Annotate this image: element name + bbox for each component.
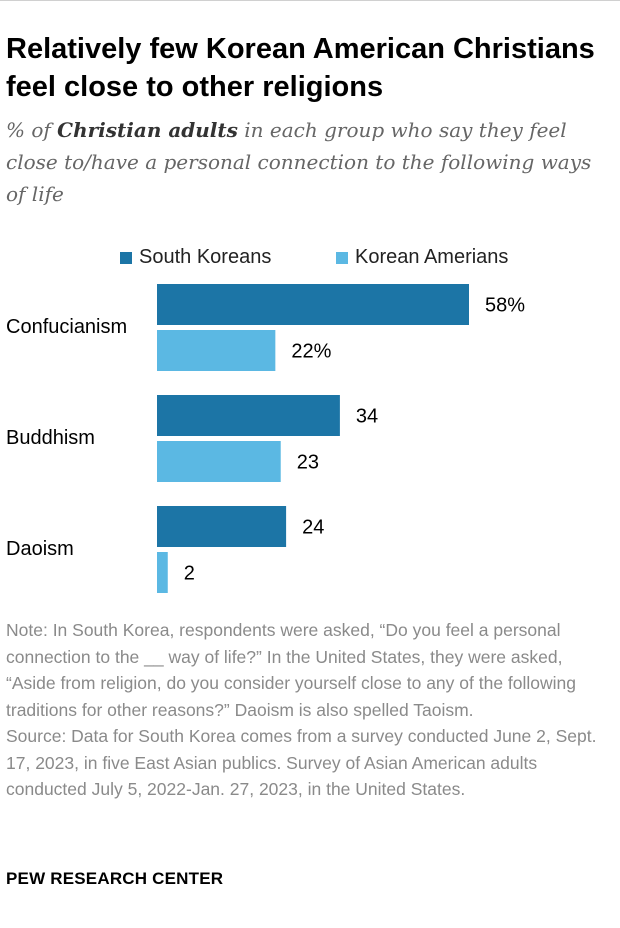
chart-title: Relatively few Korean American Christian… [6,33,595,103]
category-label-buddhism: Buddhism [6,427,95,449]
legend-swatch-south-koreans [120,251,132,264]
bar-confucianism-south-koreans [157,284,469,325]
value-label-buddhism-korean-amerians: 23 [297,452,319,474]
subtitle-suffix: in each group who say they feel close to… [6,118,592,206]
bar-buddhism-korean-amerians [157,441,281,482]
subtitle-bold: Christian adults [57,118,238,142]
footer-org: PEW RESEARCH CENTER [6,869,224,888]
bar-daoism-south-koreans [157,506,287,547]
value-label-daoism-south-koreans: 24 [302,517,324,539]
top-rule [0,0,620,1]
value-label-confucianism-korean-amerians: 22% [291,341,331,363]
value-label-confucianism-south-koreans: 58% [485,295,525,317]
category-label-daoism: Daoism [6,538,74,560]
source-text: Source: Data for South Korea comes from … [6,726,597,799]
bar-daoism-korean-amerians [157,552,168,593]
legend-label-south-koreans: South Koreans [139,246,272,268]
legend-item-korean-americans: Korean Amerians [336,246,508,269]
bar-buddhism-south-koreans [157,395,340,436]
bar-confucianism-korean-amerians [157,330,276,371]
chart-subtitle: % of Christian adults in each group who … [6,114,611,210]
chart-notes: Note: In South Korea, respondents were a… [6,617,606,803]
legend-item-south-koreans: South Koreans [120,246,271,269]
subtitle-prefix: % of [6,118,58,142]
legend-label-korean-americans: Korean Amerians [355,246,509,268]
legend-swatch-korean-americans [336,251,348,264]
bar-chart: Confucianism 58% 22% Buddhism 34 23 Daoism 24 2 [6,284,525,593]
note-text: Note: In South Korea, respondents were a… [6,620,577,720]
value-label-buddhism-south-koreans: 34 [356,406,378,428]
category-label-confucianism: Confucianism [6,316,127,338]
value-label-daoism-korean-amerians: 2 [184,563,195,585]
chart-legend: South Koreans Korean Amerians [0,246,620,272]
